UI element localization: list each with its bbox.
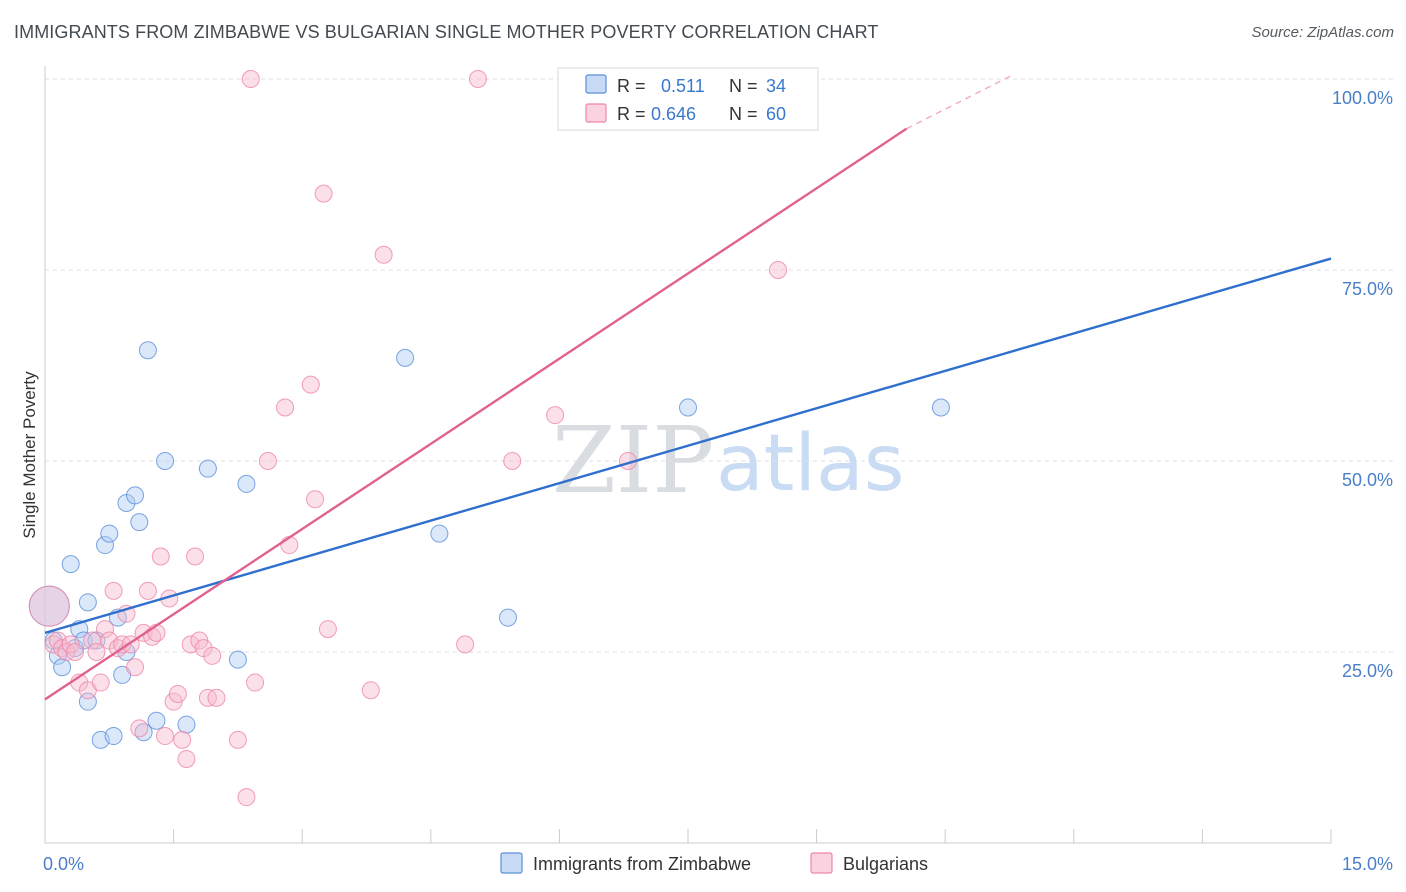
point-bulgarians bbox=[168, 685, 187, 704]
point-zimbabwe bbox=[396, 348, 415, 367]
point-zimbabwe bbox=[430, 524, 449, 543]
point-zimbabwe bbox=[237, 474, 256, 493]
point-zimbabwe bbox=[156, 452, 175, 470]
point-bulgarians bbox=[28, 585, 70, 627]
point-bulgarians bbox=[173, 730, 192, 749]
data-points bbox=[28, 70, 950, 807]
point-bulgarians bbox=[177, 749, 196, 768]
legend-r-value-zimbabwe: 0.511 bbox=[661, 76, 705, 96]
point-bulgarians bbox=[258, 452, 277, 470]
trend-line-zimbabwe bbox=[44, 257, 1332, 635]
point-bulgarians bbox=[246, 673, 265, 692]
legend-n-value-zimbabwe: 34 bbox=[766, 76, 786, 96]
point-bulgarians bbox=[374, 245, 393, 264]
point-zimbabwe bbox=[931, 398, 950, 417]
point-zimbabwe bbox=[679, 398, 697, 417]
point-bulgarians bbox=[306, 490, 325, 509]
point-bulgarians bbox=[456, 635, 475, 654]
source-label: Source: ZipAtlas.com bbox=[1251, 24, 1394, 41]
point-zimbabwe bbox=[177, 715, 196, 734]
y-tick-label: 50.0% bbox=[1342, 470, 1393, 490]
point-bulgarians bbox=[228, 730, 247, 749]
point-zimbabwe bbox=[96, 536, 115, 555]
point-zimbabwe bbox=[104, 727, 123, 746]
point-bulgarians bbox=[104, 581, 123, 600]
bottom-legend-swatch-zimbabwe bbox=[500, 852, 523, 874]
point-bulgarians bbox=[186, 547, 205, 566]
legend-swatch-bulgarians bbox=[585, 103, 607, 123]
gridlines bbox=[45, 78, 1393, 653]
bottom-legend-label-bulgarians: Bulgarians bbox=[843, 854, 928, 874]
point-bulgarians bbox=[130, 719, 149, 738]
x-tick-label: 0.0% bbox=[43, 854, 84, 874]
point-bulgarians bbox=[361, 681, 380, 700]
point-zimbabwe bbox=[126, 486, 145, 505]
trend-line-bulgarians bbox=[44, 127, 908, 701]
legend-n-value-bulgarians: 60 bbox=[766, 104, 786, 124]
point-bulgarians bbox=[203, 646, 222, 665]
point-bulgarians bbox=[126, 658, 145, 677]
watermark: ZIP atlas bbox=[552, 407, 905, 514]
point-bulgarians bbox=[87, 643, 106, 661]
legend-top: R = 0.511 N = 34 R = 0.646 N = 60 bbox=[557, 67, 819, 131]
point-bulgarians bbox=[138, 581, 157, 600]
point-zimbabwe bbox=[138, 341, 157, 360]
point-zimbabwe bbox=[130, 513, 149, 532]
point-zimbabwe bbox=[147, 711, 166, 730]
point-zimbabwe bbox=[198, 459, 217, 478]
point-zimbabwe bbox=[498, 608, 517, 627]
legend-bottom: Immigrants from Zimbabwe Bulgarians bbox=[500, 852, 928, 874]
bottom-legend-swatch-bulgarians bbox=[810, 852, 833, 874]
point-bulgarians bbox=[276, 398, 295, 417]
tick-labels: 25.0% 50.0% 75.0% 100.0% 0.0% 15.0% bbox=[43, 88, 1393, 874]
point-bulgarians bbox=[468, 70, 487, 88]
legend-r-value-bulgarians: 0.646 bbox=[651, 104, 696, 124]
trend-line-bulgarians-extension bbox=[906, 73, 1015, 130]
y-tick-label: 25.0% bbox=[1342, 661, 1393, 681]
bottom-legend-label-zimbabwe: Immigrants from Zimbabwe bbox=[533, 854, 751, 874]
point-bulgarians bbox=[66, 643, 85, 661]
point-bulgarians bbox=[318, 620, 337, 639]
y-tick-label: 100.0% bbox=[1332, 88, 1393, 108]
legend-r-label-zimbabwe: R = bbox=[617, 76, 646, 96]
point-bulgarians bbox=[96, 620, 115, 639]
point-bulgarians bbox=[156, 727, 175, 746]
y-axis-title: Single Mother Poverty bbox=[20, 371, 39, 539]
point-zimbabwe bbox=[78, 593, 97, 612]
point-zimbabwe bbox=[61, 555, 80, 574]
point-zimbabwe bbox=[53, 658, 72, 677]
point-bulgarians bbox=[151, 547, 170, 566]
point-bulgarians bbox=[301, 375, 320, 394]
axes bbox=[44, 66, 1332, 844]
point-zimbabwe bbox=[100, 524, 119, 543]
legend-n-label-bulgarians: N = bbox=[729, 104, 758, 124]
x-tick-label: 15.0% bbox=[1342, 854, 1393, 874]
point-bulgarians bbox=[769, 261, 788, 279]
legend-n-label-zimbabwe: N = bbox=[729, 76, 758, 96]
point-zimbabwe bbox=[228, 650, 247, 669]
point-bulgarians bbox=[91, 673, 110, 692]
point-bulgarians bbox=[503, 452, 522, 470]
y-tick-label: 75.0% bbox=[1342, 279, 1393, 299]
trend-lines bbox=[44, 73, 1332, 701]
point-bulgarians bbox=[241, 70, 260, 88]
legend-r-label-bulgarians: R = bbox=[617, 104, 646, 124]
watermark-atlas: atlas bbox=[716, 419, 905, 509]
point-bulgarians bbox=[314, 184, 333, 203]
point-bulgarians bbox=[280, 536, 299, 555]
point-bulgarians bbox=[546, 406, 565, 425]
point-bulgarians bbox=[207, 688, 226, 707]
point-bulgarians bbox=[237, 788, 256, 807]
legend-swatch-zimbabwe bbox=[585, 74, 607, 94]
chart-title: IMMIGRANTS FROM ZIMBABWE VS BULGARIAN SI… bbox=[14, 22, 879, 42]
